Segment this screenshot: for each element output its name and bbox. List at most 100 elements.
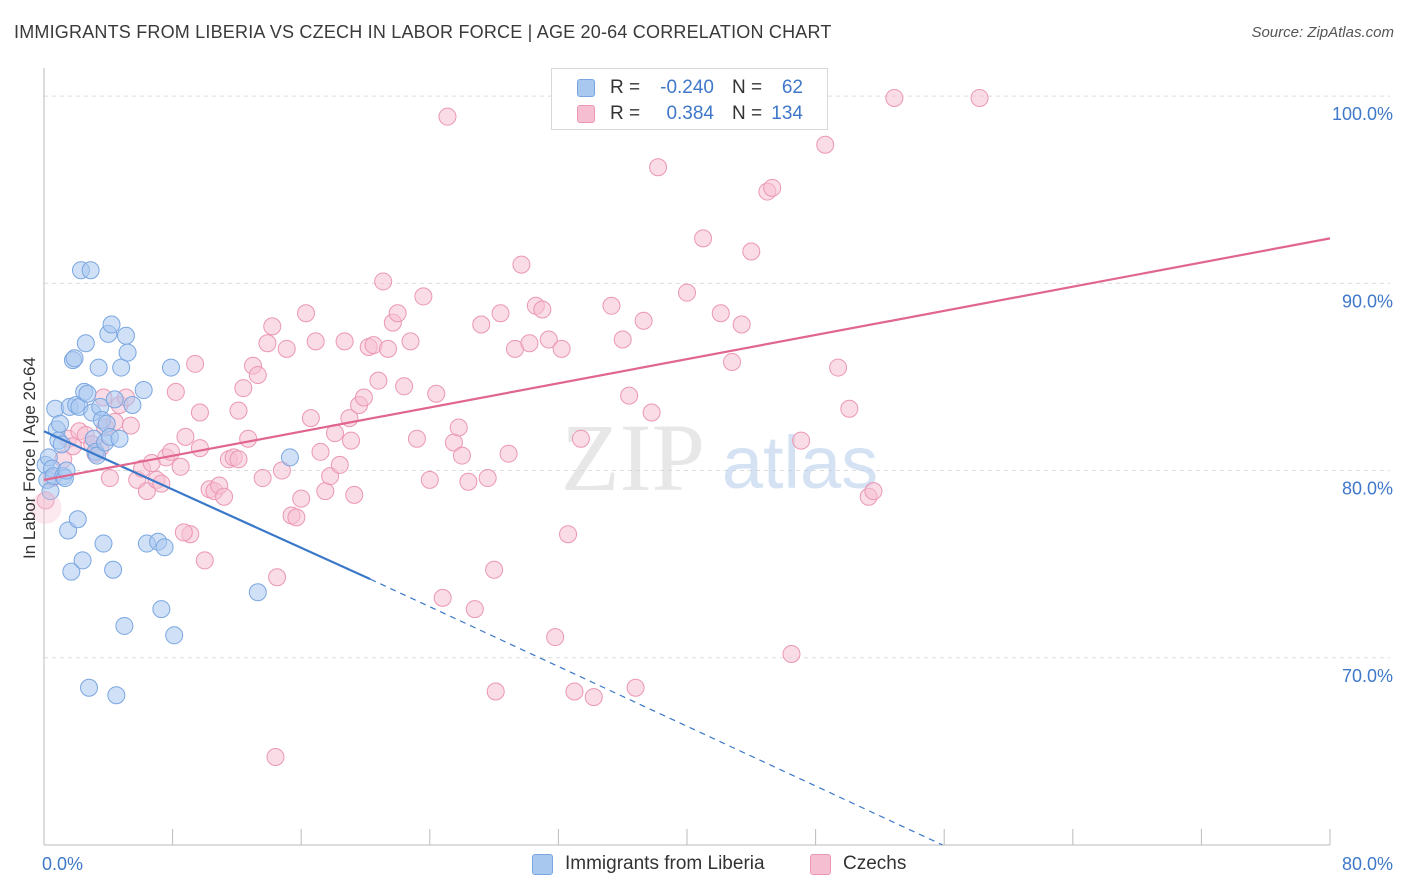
- liberia-point: [81, 261, 100, 280]
- czech-point: [342, 431, 361, 450]
- czech-point: [407, 429, 426, 448]
- czech-point: [449, 418, 468, 437]
- liberia-trend-line: [43, 430, 371, 581]
- czech-point: [234, 379, 253, 398]
- liberia-point: [104, 560, 123, 579]
- liberia-point: [68, 510, 87, 529]
- czech-point: [311, 442, 330, 461]
- legend-row-czechs: R = 0.384 N = 134: [552, 101, 827, 127]
- n-label: N =: [732, 103, 763, 124]
- czech-point: [452, 446, 471, 465]
- liberia-point: [118, 343, 137, 362]
- x-tick-label: 0.0%: [42, 854, 83, 874]
- czech-point: [287, 508, 306, 527]
- czech-point: [438, 107, 457, 126]
- czech-point: [864, 482, 883, 501]
- czech-point: [602, 296, 621, 315]
- czech-point: [792, 431, 811, 450]
- czech-point: [263, 317, 282, 336]
- r-value: -0.240: [660, 77, 714, 98]
- czech-point: [742, 242, 761, 261]
- liberia-point: [107, 686, 126, 705]
- czech-point: [414, 287, 433, 306]
- czech-point: [512, 255, 531, 274]
- legend-label: Immigrants from Liberia: [565, 853, 765, 874]
- czech-point: [711, 304, 730, 323]
- grid-lines: [44, 95, 1390, 659]
- czech-point: [816, 135, 835, 154]
- czech-point: [499, 444, 518, 463]
- czech-point: [301, 409, 320, 428]
- czech-point: [539, 330, 558, 349]
- czech-point: [100, 469, 119, 488]
- czech-point: [369, 371, 388, 390]
- n-value: 134: [771, 103, 803, 124]
- czech-point: [723, 352, 742, 371]
- czech-point: [379, 339, 398, 358]
- czech-point: [190, 439, 209, 458]
- r-value: 0.384: [666, 103, 714, 124]
- czech-point: [277, 339, 296, 358]
- czech-point: [829, 358, 848, 377]
- r-label: R =: [610, 77, 641, 98]
- czech-point: [613, 330, 632, 349]
- czech-point: [626, 678, 645, 697]
- y-tick-label: 90.0%: [1342, 291, 1393, 311]
- legend-label: Czechs: [843, 853, 907, 874]
- liberia-point: [65, 349, 84, 368]
- czech-point: [642, 403, 661, 422]
- czech-swatch: [577, 105, 595, 123]
- czech-point: [229, 401, 248, 420]
- y-tick-label: 100.0%: [1332, 104, 1393, 124]
- czech-point: [763, 178, 782, 197]
- czech-point: [29, 491, 62, 524]
- liberia-point: [134, 381, 153, 400]
- czech-point: [694, 229, 713, 248]
- czech-point: [486, 682, 505, 701]
- czech-point: [121, 416, 140, 435]
- czech-point: [388, 304, 407, 323]
- czech-point: [465, 600, 484, 619]
- n-label: N =: [732, 77, 763, 98]
- liberia-point: [248, 583, 267, 602]
- liberia-point: [78, 384, 97, 403]
- czech-point: [395, 377, 414, 396]
- czech-point: [306, 332, 325, 351]
- legend-row-liberia: R = -0.240 N = 62: [552, 75, 827, 101]
- czech-point: [565, 682, 584, 701]
- liberia-point: [89, 358, 108, 377]
- liberia-point: [110, 429, 129, 448]
- czech-point: [427, 384, 446, 403]
- liberia-point: [152, 600, 171, 619]
- liberia-point: [80, 678, 99, 697]
- liberia-point: [62, 562, 81, 581]
- correlation-legend: R = -0.240 N = 62 R = 0.384 N = 134: [551, 68, 828, 130]
- czech-point: [571, 429, 590, 448]
- czech-point: [485, 560, 504, 579]
- r-label: R =: [610, 103, 641, 124]
- czech-point: [782, 645, 801, 664]
- czech-point: [552, 339, 571, 358]
- liberia-point: [161, 358, 180, 377]
- czech-point: [266, 748, 285, 767]
- czech-point: [253, 469, 272, 488]
- liberia-point: [51, 414, 70, 433]
- czech-point: [174, 523, 193, 542]
- czech-point: [171, 457, 190, 476]
- liberia-point: [123, 396, 142, 415]
- czech-point: [354, 388, 373, 407]
- czech-point: [620, 386, 639, 405]
- czech-point: [258, 334, 277, 353]
- czech-point: [401, 332, 420, 351]
- y-axis-label: In Labor Force | Age 20-64: [20, 357, 39, 559]
- czech-point: [732, 315, 751, 334]
- czech-point: [166, 382, 185, 401]
- watermark-zip: ZIP: [561, 404, 705, 511]
- czech-point: [840, 399, 859, 418]
- czech-point: [374, 272, 393, 291]
- czech-point: [330, 455, 349, 474]
- chart-title: IMMIGRANTS FROM LIBERIA VS CZECH IN LABO…: [14, 22, 832, 42]
- liberia-trend-extension: [370, 578, 943, 846]
- czech-point: [272, 461, 291, 480]
- series-legend: Immigrants from Liberia Czechs: [0, 851, 1406, 879]
